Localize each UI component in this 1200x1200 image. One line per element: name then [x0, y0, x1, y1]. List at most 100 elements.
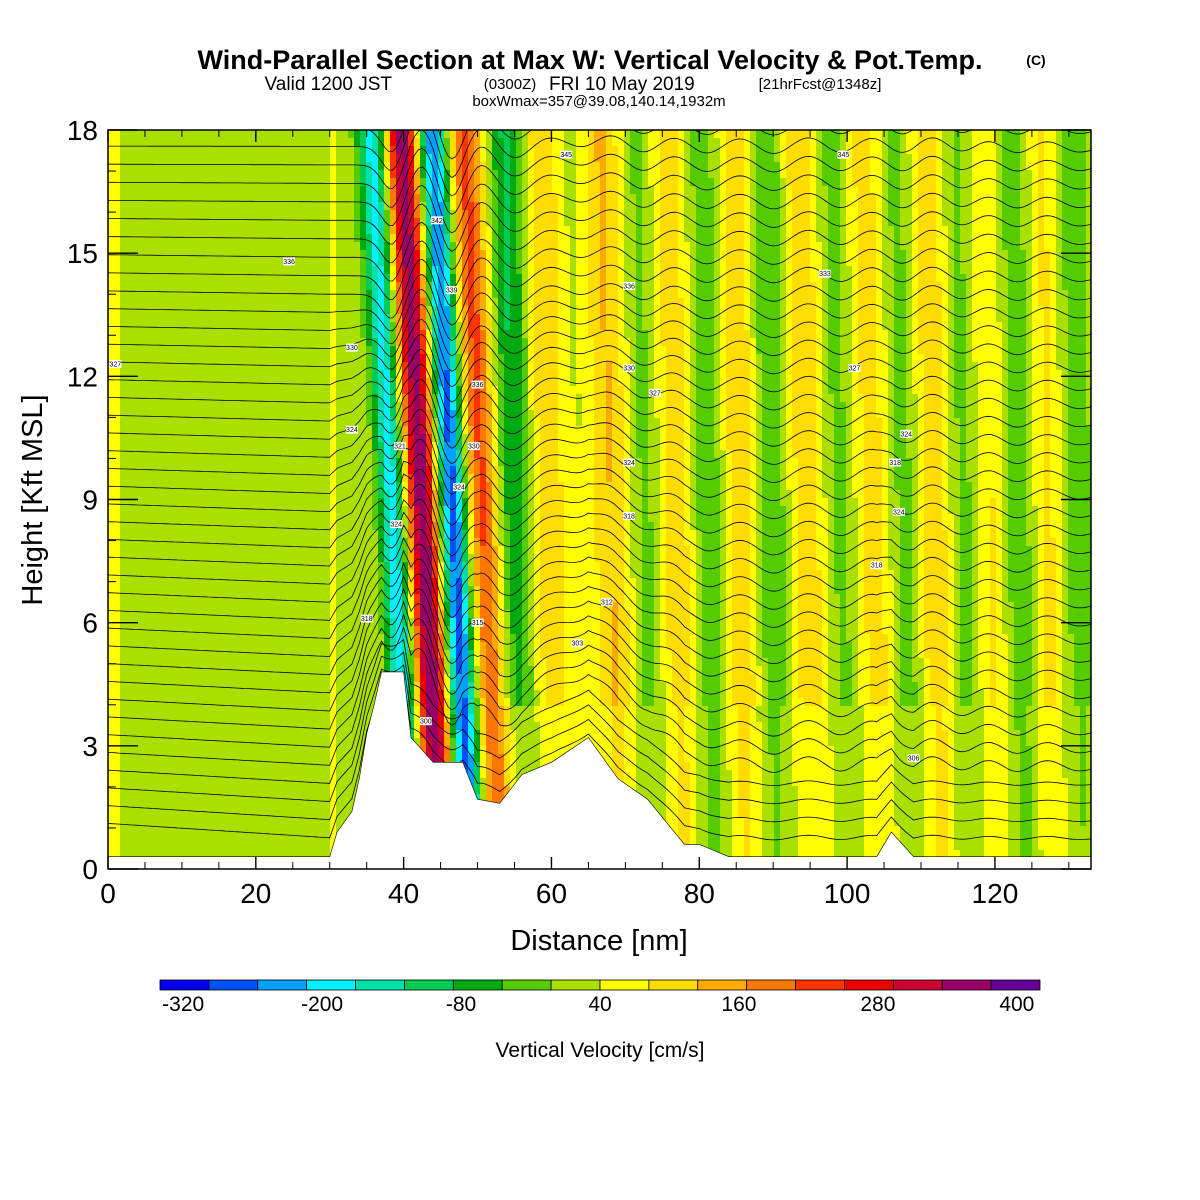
- w-cell: [210, 218, 217, 227]
- w-cell: [264, 834, 271, 843]
- w-cell: [126, 770, 133, 779]
- w-cell: [162, 738, 169, 747]
- w-cell: [216, 434, 223, 443]
- w-cell: [390, 634, 397, 643]
- w-cell: [240, 834, 247, 843]
- w-cell: [288, 706, 295, 715]
- w-cell: [408, 370, 415, 379]
- w-cell: [144, 690, 151, 699]
- w-cell: [108, 826, 115, 835]
- w-cell: [396, 450, 403, 459]
- w-cell: [330, 626, 337, 635]
- w-cell: [150, 202, 157, 211]
- w-cell: [222, 810, 229, 819]
- w-cell: [318, 130, 325, 139]
- w-cell: [228, 722, 235, 731]
- w-cell: [246, 602, 253, 611]
- w-cell: [264, 634, 271, 643]
- w-cell: [312, 466, 319, 475]
- w-cell: [132, 306, 139, 315]
- w-cell: [276, 386, 283, 395]
- w-cell: [264, 674, 271, 683]
- w-cell: [126, 498, 133, 507]
- w-cell: [234, 658, 241, 667]
- w-cell: [204, 410, 211, 419]
- w-cell: [240, 602, 247, 611]
- w-cell: [198, 290, 205, 299]
- w-cell: [204, 626, 211, 635]
- w-cell: [198, 850, 205, 859]
- w-cell: [198, 570, 205, 579]
- w-cell: [390, 330, 397, 339]
- w-cell: [306, 418, 313, 427]
- w-cell: [150, 666, 157, 675]
- w-cell: [108, 634, 115, 643]
- w-cell: [246, 346, 253, 355]
- w-cell: [360, 130, 367, 139]
- w-cell: [108, 162, 115, 171]
- w-cell: [240, 242, 247, 251]
- w-cell: [426, 362, 433, 371]
- w-cell: [132, 810, 139, 819]
- w-cell: [150, 690, 157, 699]
- w-cell: [132, 314, 139, 323]
- w-cell: [186, 154, 193, 163]
- w-cell: [336, 450, 343, 459]
- w-cell: [126, 450, 133, 459]
- w-cell: [396, 234, 403, 243]
- w-cell: [132, 298, 139, 307]
- w-cell: [414, 474, 421, 483]
- w-cell: [282, 634, 289, 643]
- w-cell: [198, 666, 205, 675]
- w-cell: [366, 234, 373, 243]
- w-cell: [114, 490, 121, 499]
- w-cell: [420, 706, 427, 715]
- w-cell: [132, 762, 139, 771]
- w-cell: [282, 450, 289, 459]
- w-cell: [288, 426, 295, 435]
- w-cell: [126, 698, 133, 707]
- w-cell: [246, 650, 253, 659]
- w-cell: [312, 738, 319, 747]
- w-cell: [306, 266, 313, 275]
- w-cell: [372, 338, 379, 347]
- w-cell: [402, 210, 409, 219]
- w-cell: [126, 802, 133, 811]
- w-cell: [300, 794, 307, 803]
- w-cell: [342, 562, 349, 571]
- w-cell: [240, 754, 247, 763]
- w-cell: [150, 322, 157, 331]
- w-cell: [210, 170, 217, 179]
- w-cell: [186, 338, 193, 347]
- w-cell: [312, 410, 319, 419]
- w-cell: [120, 658, 127, 667]
- w-cell: [144, 570, 151, 579]
- w-cell: [246, 490, 253, 499]
- w-cell: [174, 290, 181, 299]
- w-cell: [198, 506, 205, 515]
- w-cell: [108, 210, 115, 219]
- w-cell: [342, 722, 349, 731]
- w-cell: [174, 522, 181, 531]
- w-cell: [396, 274, 403, 283]
- w-cell: [306, 770, 313, 779]
- w-cell: [192, 698, 199, 707]
- w-cell: [192, 202, 199, 211]
- w-cell: [156, 250, 163, 259]
- w-cell: [414, 314, 421, 323]
- w-cell: [216, 706, 223, 715]
- w-cell: [120, 754, 127, 763]
- w-cell: [330, 498, 337, 507]
- w-cell: [318, 322, 325, 331]
- w-cell: [258, 818, 265, 827]
- w-cell: [174, 442, 181, 451]
- w-cell: [426, 298, 433, 307]
- w-cell: [264, 714, 271, 723]
- w-cell: [372, 538, 379, 547]
- w-cell: [210, 194, 217, 203]
- w-cell: [108, 802, 115, 811]
- w-cell: [294, 258, 301, 267]
- w-cell: [186, 226, 193, 235]
- w-cell: [426, 306, 433, 315]
- w-cell: [240, 338, 247, 347]
